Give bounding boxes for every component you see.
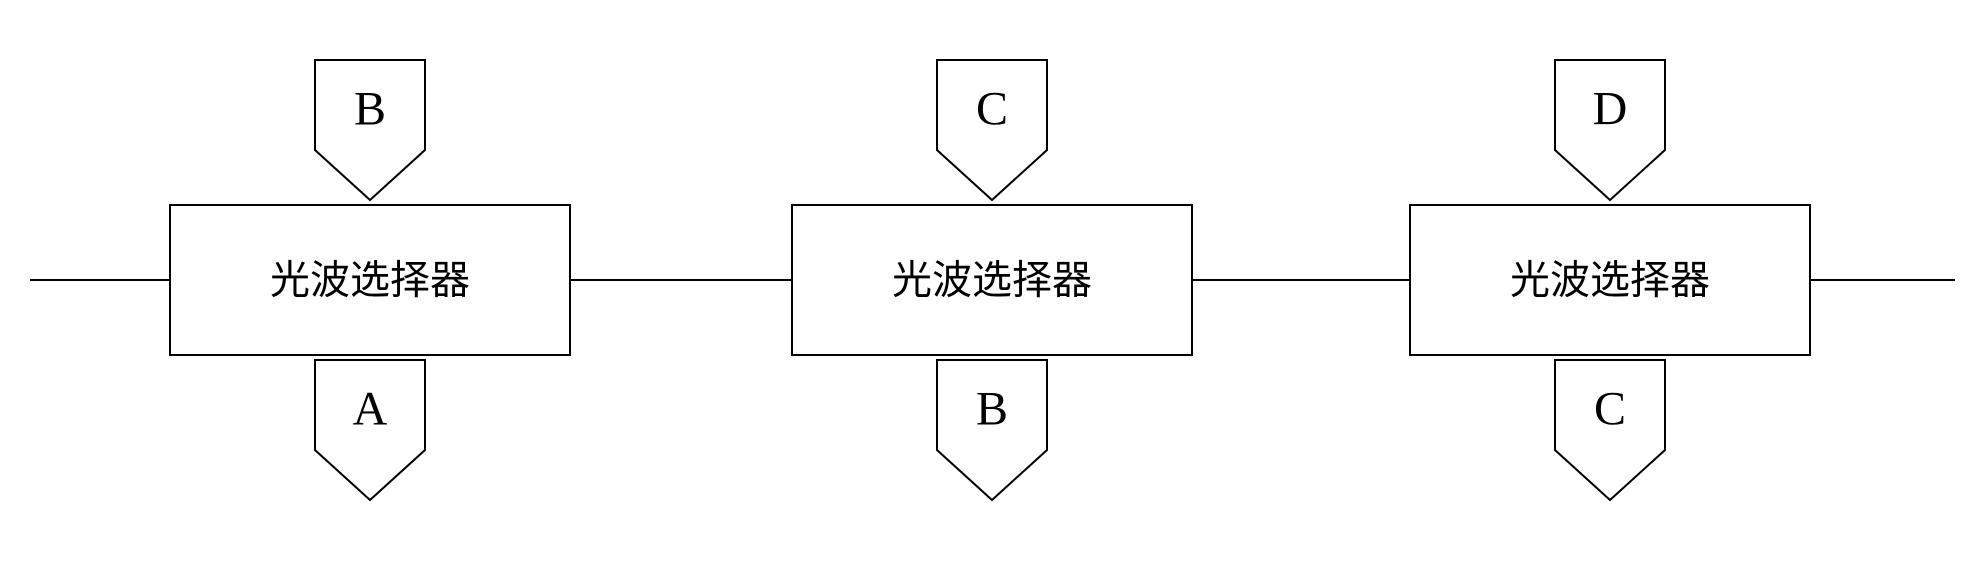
output-arrow-label: B [976,383,1008,436]
output-arrow-label: A [353,383,388,436]
input-arrow-label: C [976,83,1008,136]
selector-box-label: 光波选择器 [270,258,470,303]
selector-box-label: 光波选择器 [1510,258,1710,303]
input-arrow-label: B [354,83,386,136]
diagram-canvas: 光波选择器 B A 光波选择器 C B 光波选择器 D C [0,0,1985,561]
output-arrow-label: C [1594,383,1626,436]
selector-box-label: 光波选择器 [892,258,1092,303]
input-arrow-label: D [1593,83,1628,136]
